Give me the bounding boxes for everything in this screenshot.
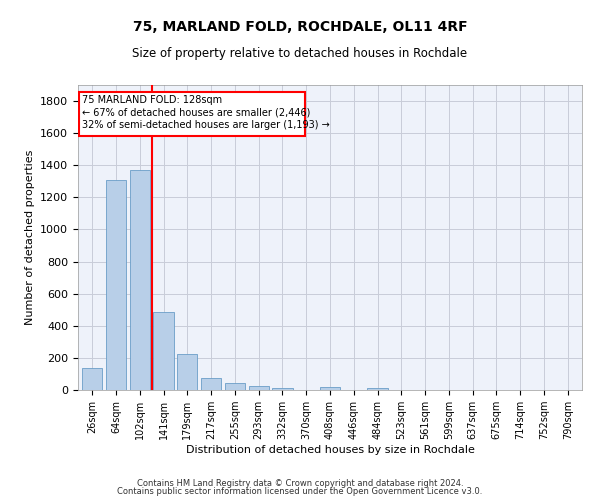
X-axis label: Distribution of detached houses by size in Rochdale: Distribution of detached houses by size … (185, 445, 475, 455)
Bar (82, 368, 103, 390)
Text: Contains public sector information licensed under the Open Government Licence v3: Contains public sector information licen… (118, 487, 482, 496)
Bar (201, 378, 221, 390)
Bar (320, 387, 340, 390)
Bar (177, 354, 197, 390)
Bar (154, 312, 173, 390)
Bar (272, 388, 293, 390)
Bar (106, 180, 126, 390)
Bar (225, 383, 245, 390)
Text: 75 MARLAND FOLD: 128sqm: 75 MARLAND FOLD: 128sqm (82, 94, 221, 104)
Text: 32% of semi-detached houses are larger (1,193) →: 32% of semi-detached houses are larger (… (82, 120, 329, 130)
FancyBboxPatch shape (79, 92, 305, 136)
Bar (130, 170, 150, 390)
Bar (367, 388, 388, 390)
Text: Contains HM Land Registry data © Crown copyright and database right 2024.: Contains HM Land Registry data © Crown c… (137, 478, 463, 488)
Text: ← 67% of detached houses are smaller (2,446): ← 67% of detached houses are smaller (2,… (82, 108, 310, 118)
Bar (248, 386, 269, 390)
Text: Size of property relative to detached houses in Rochdale: Size of property relative to detached ho… (133, 48, 467, 60)
Text: 75, MARLAND FOLD, ROCHDALE, OL11 4RF: 75, MARLAND FOLD, ROCHDALE, OL11 4RF (133, 20, 467, 34)
Y-axis label: Number of detached properties: Number of detached properties (25, 150, 35, 325)
